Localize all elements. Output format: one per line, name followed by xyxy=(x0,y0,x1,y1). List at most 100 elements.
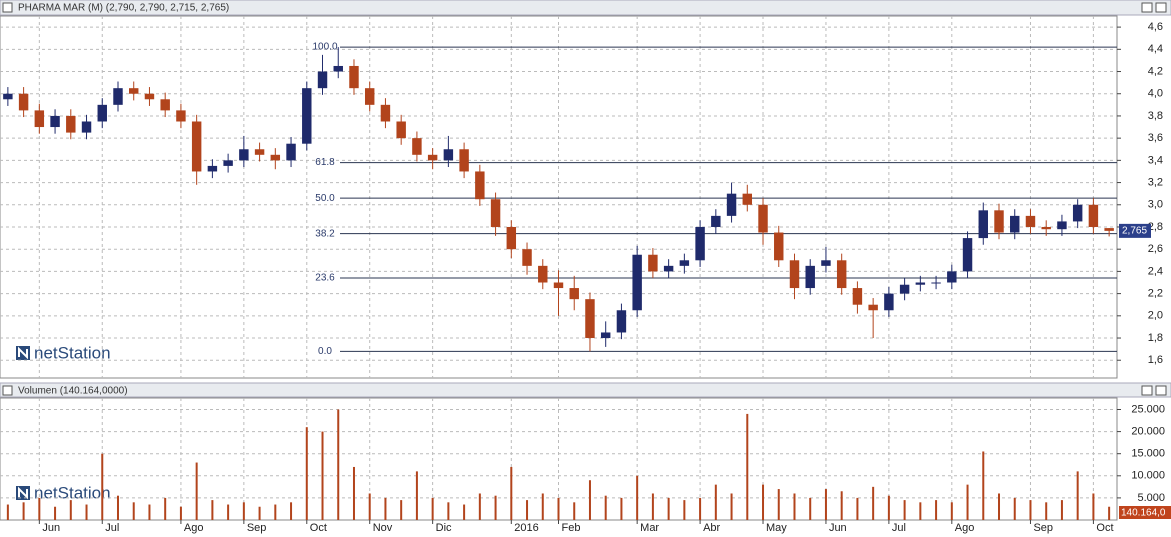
volume-bar xyxy=(604,495,607,520)
candle-body xyxy=(978,210,988,239)
volume-bar xyxy=(541,493,544,520)
y-tick-label: 2,0 xyxy=(1148,310,1163,322)
x-tick-label: 2016 xyxy=(514,522,538,534)
candle-body xyxy=(679,260,690,266)
candle-body xyxy=(396,121,406,139)
volume-bar xyxy=(651,493,654,520)
candle-body xyxy=(333,65,343,72)
y-tick-label: 3,4 xyxy=(1148,154,1163,166)
volume-bar xyxy=(935,500,938,520)
volume-bar xyxy=(730,493,733,520)
close-button[interactable] xyxy=(1155,385,1167,396)
y-tick-label: 5.000 xyxy=(1137,492,1165,504)
candle-body xyxy=(632,254,642,311)
volume-bar xyxy=(258,506,261,520)
candle-body xyxy=(270,154,281,161)
volume-bar xyxy=(431,497,434,520)
candle-body xyxy=(947,271,957,283)
volume-bar xyxy=(116,495,119,520)
candle-body xyxy=(427,154,438,161)
candle-body xyxy=(3,93,13,100)
volume-bar xyxy=(510,466,513,520)
volume-bar xyxy=(683,500,686,520)
x-tick-label: Oct xyxy=(310,522,327,534)
volume-bar xyxy=(337,409,340,520)
volume-title-bar xyxy=(0,382,1171,398)
candle-body xyxy=(522,249,532,266)
volume-bar xyxy=(1013,497,1016,520)
x-tick-label: Feb xyxy=(562,522,581,534)
volume-bar xyxy=(321,431,324,520)
volume-bar xyxy=(919,502,922,520)
volume-bar xyxy=(573,502,576,520)
candle-body xyxy=(129,88,139,94)
volume-bar xyxy=(793,493,796,520)
minimize-button[interactable] xyxy=(1141,385,1153,396)
candle-body xyxy=(34,110,45,128)
minimize-button[interactable] xyxy=(1141,2,1153,13)
volume-bar xyxy=(164,497,167,520)
volume-bar xyxy=(982,451,985,520)
volume-bar xyxy=(588,480,591,520)
volume-bar xyxy=(1092,493,1095,520)
candle-body xyxy=(349,65,359,89)
title-bar xyxy=(0,0,1171,16)
x-tick-label: May xyxy=(766,522,787,534)
candle-body xyxy=(884,293,894,311)
volume-bar xyxy=(699,497,702,520)
y-tick-label: 1,8 xyxy=(1148,332,1163,344)
y-tick-label: 15.000 xyxy=(1131,448,1165,460)
candle-body xyxy=(742,193,753,205)
y-tick-label: 2,4 xyxy=(1148,265,1163,277)
candle-body xyxy=(774,232,784,261)
candle-body xyxy=(97,104,107,122)
y-tick-label: 3,6 xyxy=(1148,132,1163,144)
volume-bar xyxy=(38,497,41,520)
volume-bar xyxy=(290,502,293,520)
volume-bar xyxy=(620,497,623,520)
volume-bar xyxy=(85,504,88,520)
candle-body xyxy=(1088,204,1099,227)
candle-body xyxy=(585,299,595,339)
candle-body xyxy=(443,149,454,161)
candle-body xyxy=(459,149,469,172)
volume-bar xyxy=(667,497,670,520)
y-tick-label: 2,2 xyxy=(1148,288,1163,300)
candle-body xyxy=(1057,221,1067,230)
volume-bar xyxy=(950,502,953,520)
candle-body xyxy=(302,88,312,144)
fibonacci-label: 23.6 xyxy=(315,273,335,284)
volume-bar xyxy=(6,504,9,520)
y-tick-label: 3,8 xyxy=(1148,110,1163,122)
fibonacci-label: 61.8 xyxy=(315,157,335,168)
volume-bar xyxy=(872,486,875,520)
y-tick-label: 20.000 xyxy=(1131,426,1165,438)
candle-body xyxy=(868,304,878,311)
candle-body xyxy=(380,104,391,122)
volume-bar xyxy=(714,484,717,520)
candle-body xyxy=(915,282,926,285)
volume-bar xyxy=(494,495,497,520)
last-volume-tag xyxy=(1119,506,1171,519)
close-button[interactable] xyxy=(1155,2,1167,13)
candle-body xyxy=(490,199,501,227)
candle-body xyxy=(207,165,218,172)
window-icon xyxy=(2,2,13,13)
y-tick-label: 1,6 xyxy=(1148,354,1163,366)
candle-body xyxy=(66,115,76,133)
x-tick-label: Oct xyxy=(1096,522,1113,534)
volume-bar xyxy=(227,504,230,520)
volume-bar xyxy=(1060,500,1063,520)
candle-body xyxy=(144,93,155,100)
candle-body xyxy=(553,282,564,289)
volume-bar xyxy=(242,502,245,520)
candle-body xyxy=(223,160,233,166)
candle-body xyxy=(711,215,721,227)
volume-bar xyxy=(195,462,198,520)
volume-bar xyxy=(1045,502,1048,520)
candle-body xyxy=(1104,228,1114,231)
y-tick-label: 2,6 xyxy=(1148,243,1163,255)
y-tick-label: 2,8 xyxy=(1148,221,1163,233)
volume-bar xyxy=(384,497,387,520)
volume-bar xyxy=(526,500,529,520)
